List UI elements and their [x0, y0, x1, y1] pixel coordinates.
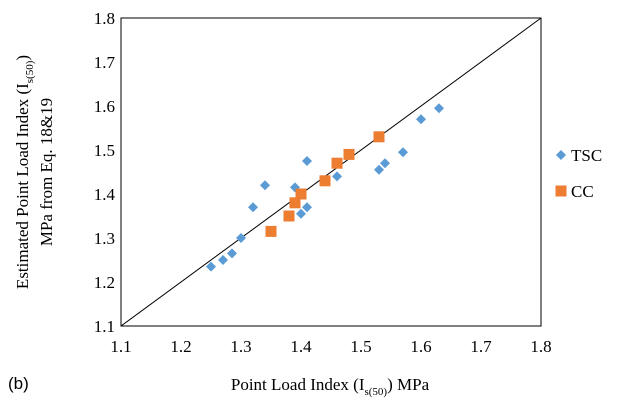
y-tick-label: 1.6 [94, 97, 115, 116]
data-point-cc [265, 225, 277, 237]
data-point-tsc [260, 180, 270, 191]
x-tick-label: 1.6 [410, 337, 431, 356]
data-point-cc [331, 157, 343, 169]
x-tick-label: 1.4 [290, 337, 312, 356]
data-point-cc [289, 197, 301, 209]
data-point-tsc [302, 156, 312, 166]
reference-line-layer [120, 17, 542, 327]
y-tick-label: 1.2 [94, 273, 115, 292]
legend: TSC CC [555, 146, 602, 201]
plot-area-frame [120, 17, 542, 327]
y-tick-labels: 1.1 1.2 1.3 1.4 1.5 1.6 1.7 1.8 [94, 9, 116, 336]
legend-item-tsc: TSC [556, 146, 602, 165]
data-points [206, 103, 444, 272]
data-point-tsc [296, 208, 306, 219]
panel-label: (b) [8, 374, 29, 393]
y-tick-label: 1.3 [94, 229, 115, 248]
x-tick-label: 1.2 [170, 337, 191, 356]
data-point-tsc [398, 147, 408, 158]
data-point-cc [295, 188, 307, 200]
data-point-cc [319, 175, 331, 187]
data-point-tsc [374, 164, 384, 175]
data-point-cc [283, 210, 295, 222]
data-point-tsc [206, 261, 216, 272]
x-tick-label: 1.7 [470, 337, 492, 356]
x-tick-labels: 1.1 1.2 1.3 1.4 1.5 1.6 1.7 1.8 [110, 337, 551, 356]
data-point-tsc [236, 233, 246, 243]
series-cc [265, 131, 385, 237]
series-tsc [206, 103, 444, 272]
one-to-one-line [120, 17, 542, 327]
y-axis-title: Estimated Point Load Index (Is(50)) MPa … [13, 55, 56, 289]
legend-marker-tsc [556, 150, 566, 160]
data-point-tsc [380, 158, 390, 169]
data-point-tsc [248, 202, 258, 213]
y-tick-label: 1.7 [94, 53, 116, 72]
legend-label-cc: CC [571, 182, 594, 201]
legend-marker-cc [555, 185, 567, 197]
data-point-tsc [332, 171, 342, 182]
y-tick-label: 1.5 [94, 141, 115, 160]
y-tick-label: 1.8 [94, 9, 115, 28]
y-tick-label: 1.1 [94, 317, 115, 336]
data-point-tsc [218, 255, 228, 265]
x-tick-label: 1.3 [230, 337, 251, 356]
data-point-tsc [302, 202, 312, 213]
data-point-tsc [227, 248, 237, 259]
x-tick-label: 1.5 [350, 337, 371, 356]
x-axis-title: Point Load Index (Is(50)) MPa [231, 375, 430, 398]
data-point-cc [343, 148, 355, 160]
data-point-cc [373, 131, 385, 143]
y-axis-title-line1: Estimated Point Load Index (Is(50)) [13, 55, 36, 289]
data-point-tsc [416, 114, 426, 125]
x-tick-label: 1.1 [110, 337, 131, 356]
legend-label-tsc: TSC [571, 146, 602, 165]
y-tick-label: 1.4 [94, 185, 116, 204]
y-axis-title-line2: MPa from Eq. 18&19 [37, 98, 56, 246]
legend-item-cc: CC [555, 182, 594, 201]
data-point-tsc [434, 103, 444, 114]
x-tick-label: 1.8 [530, 337, 551, 356]
